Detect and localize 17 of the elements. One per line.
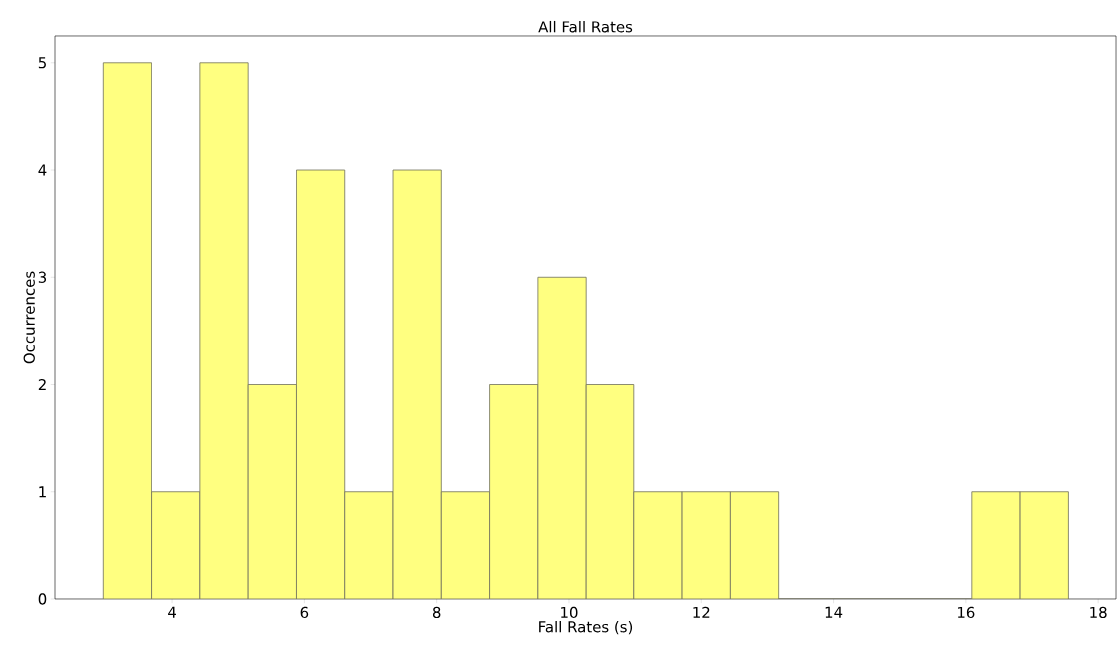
x-tick-label: 14 — [825, 606, 843, 618]
y-axis-title: Occurrences — [23, 271, 35, 364]
y-tick-label: 4 — [38, 164, 47, 176]
y-tick-label: 1 — [39, 486, 46, 498]
x-axis-title: Fall Rates (s) — [539, 620, 633, 635]
x-tick-label: 4 — [168, 606, 177, 618]
x-tick-label: 18 — [1090, 606, 1107, 619]
x-tick-label: 12 — [693, 606, 710, 618]
x-tick-label: 6 — [300, 606, 309, 619]
x-tick-label: 8 — [432, 606, 441, 619]
x-tick-label: 16 — [958, 606, 975, 619]
y-tick-label: 2 — [38, 378, 46, 391]
chart-title: All Fall Rates — [538, 20, 633, 33]
y-tick-label: 3 — [38, 271, 47, 283]
x-tick-label: 10 — [561, 606, 578, 619]
y-tick-label: 0 — [38, 593, 47, 605]
y-tick-label: 5 — [38, 57, 46, 69]
